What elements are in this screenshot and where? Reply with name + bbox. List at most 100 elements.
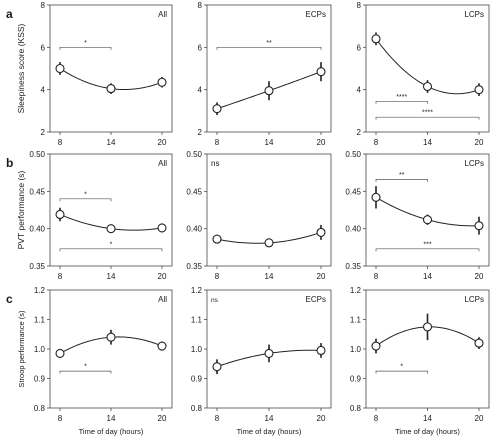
y-tick-label: 0.8 — [350, 404, 362, 413]
group-label: ECPs — [306, 10, 326, 19]
significance-bracket — [375, 116, 480, 120]
y-tick-label: 1.0 — [191, 345, 203, 354]
panel-frame — [49, 4, 173, 133]
significance-bracket — [59, 248, 163, 252]
data-point — [212, 362, 222, 372]
x-tick-label: 8 — [374, 414, 379, 423]
significance-label: * — [84, 40, 87, 47]
y-tick-label: 0.8 — [191, 404, 203, 413]
panel-frame — [365, 153, 490, 267]
x-tick-label: 14 — [265, 414, 274, 423]
y-tick-label: 1.2 — [350, 286, 362, 295]
data-point — [474, 221, 484, 231]
data-point — [106, 224, 116, 234]
x-tick-label: 20 — [317, 414, 326, 423]
x-tick-label: 20 — [317, 272, 326, 281]
panel-letter: c — [6, 292, 13, 306]
x-tick-label: 14 — [107, 414, 116, 423]
y-tick-label: 0.9 — [191, 375, 203, 384]
y-tick-label: 6 — [357, 43, 362, 52]
y-tick-label: 1.0 — [34, 345, 46, 354]
y-tick-label: 4 — [357, 86, 362, 95]
y-tick-label: 0.45 — [29, 187, 45, 196]
x-tick-label: 14 — [265, 138, 274, 147]
significance-bracket — [375, 179, 428, 182]
significance-label: ** — [266, 40, 272, 47]
group-label: All — [158, 295, 167, 304]
panel-frame — [49, 153, 173, 267]
data-point — [316, 345, 326, 356]
y-tick-label: 4 — [198, 86, 203, 95]
data-point — [55, 209, 65, 220]
data-point — [264, 238, 274, 248]
data-point — [316, 67, 326, 77]
data-point — [422, 322, 433, 332]
y-tick-label: 1.0 — [350, 345, 362, 354]
y-tick-label: 0.9 — [350, 375, 362, 384]
data-point — [106, 84, 116, 94]
significance-label: **** — [396, 94, 407, 101]
significance-bracket — [216, 46, 322, 50]
data-point — [212, 234, 222, 244]
y-tick-label: 0.50 — [345, 150, 361, 159]
y-axis-label: Sleepiness score (KSS) — [16, 23, 26, 113]
x-axis-label: Time of day (hours) — [79, 427, 144, 436]
significance-label: * — [400, 364, 403, 371]
x-tick-label: 20 — [158, 272, 167, 281]
data-point — [264, 348, 274, 358]
ns-label: ns — [211, 159, 219, 168]
significance-label: **** — [422, 110, 433, 117]
data-point — [371, 34, 381, 44]
x-axis-label: Time of day (hours) — [237, 427, 302, 436]
y-tick-label: 2 — [357, 128, 362, 137]
data-point — [474, 338, 484, 348]
y-tick-label: 1.1 — [191, 316, 203, 325]
x-tick-label: 8 — [58, 414, 63, 423]
y-tick-label: 0.50 — [186, 150, 202, 159]
y-tick-label: 8 — [41, 1, 46, 10]
data-point — [316, 227, 326, 237]
y-tick-label: 0.35 — [186, 262, 202, 271]
group-label: LCPs — [464, 159, 484, 168]
y-tick-label: 0.35 — [29, 262, 45, 271]
y-tick-label: 0.8 — [34, 404, 46, 413]
x-tick-label: 14 — [107, 138, 116, 147]
significance-bracket — [59, 198, 112, 202]
data-point — [422, 81, 433, 92]
y-tick-label: 0.40 — [186, 225, 202, 234]
x-tick-label: 8 — [374, 138, 379, 147]
y-tick-label: 0.40 — [345, 225, 361, 234]
y-tick-label: 6 — [41, 43, 46, 52]
data-point — [157, 77, 167, 87]
data-point — [264, 86, 274, 96]
data-point — [55, 63, 65, 74]
significance-label: * — [110, 241, 113, 248]
data-point — [212, 104, 222, 114]
y-tick-label: 0.45 — [186, 187, 202, 196]
x-axis-label: Time of day (hours) — [395, 427, 460, 436]
data-point — [106, 332, 116, 342]
group-label: All — [158, 10, 167, 19]
y-axis-label: PVT performance (s) — [16, 170, 26, 249]
significance-label: * — [84, 364, 87, 371]
x-tick-label: 14 — [265, 272, 274, 281]
panel-frame — [365, 289, 490, 409]
y-tick-label: 4 — [41, 86, 46, 95]
x-tick-label: 14 — [107, 272, 116, 281]
significance-bracket — [375, 248, 480, 252]
significance-bracket — [59, 370, 112, 374]
y-tick-label: 0.35 — [345, 262, 361, 271]
x-tick-label: 8 — [215, 414, 220, 423]
x-tick-label: 20 — [158, 138, 167, 147]
ns-label: ns — [211, 297, 219, 304]
significance-bracket — [375, 370, 428, 374]
y-tick-label: 0.45 — [345, 187, 361, 196]
x-tick-label: 8 — [58, 272, 63, 281]
y-tick-label: 0.40 — [29, 225, 45, 234]
y-tick-label: 2 — [41, 128, 46, 137]
x-tick-label: 8 — [58, 138, 63, 147]
y-tick-label: 8 — [198, 1, 203, 10]
y-tick-label: 8 — [357, 1, 362, 10]
y-axis-label: Stroop performance (s) — [17, 310, 26, 388]
